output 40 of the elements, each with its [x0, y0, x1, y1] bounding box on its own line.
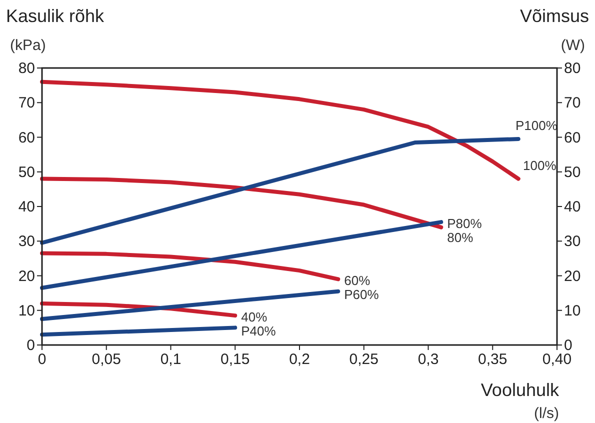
- y-tick-label: 10: [18, 302, 35, 320]
- y-tick-label: 40: [18, 198, 35, 216]
- series-label: P100%: [516, 118, 558, 133]
- series-label: P60%: [344, 287, 380, 302]
- y2-tick-label: 50: [564, 164, 581, 181]
- y-tick-label: 20: [18, 268, 35, 285]
- y-axis-title: Kasulik rõhk (kPa): [6, 6, 106, 54]
- series-label: 80%: [447, 230, 474, 246]
- y2-tick-label: 10: [564, 302, 581, 320]
- x-tick-label: 0,05: [92, 351, 121, 368]
- series-label: 60%: [344, 273, 371, 288]
- series-label: P40%: [241, 324, 276, 339]
- x-axis-title: Vooluhulk (l/s): [480, 380, 560, 422]
- y-tick-label: 60: [18, 129, 35, 146]
- x-tick-label: 0,1: [160, 351, 182, 368]
- x-tick-label: 0,3: [418, 351, 439, 368]
- series-label: 100%: [523, 158, 557, 173]
- y2-tick-label: 70: [564, 94, 581, 112]
- y2-tick-label: 0: [564, 337, 572, 354]
- x-tick-label: 0,35: [478, 351, 508, 368]
- y-tick-label: 80: [18, 60, 35, 77]
- y2-tick-label: 30: [564, 233, 581, 250]
- x-tick-label: 0,40: [542, 351, 572, 368]
- line-series: [40, 176, 444, 230]
- y-tick-label: 30: [18, 233, 35, 250]
- y-tick-label: 50: [18, 164, 35, 181]
- line-series: [40, 251, 340, 282]
- y2-tick-label: 80: [564, 60, 581, 77]
- y2-tick-label: 20: [564, 268, 581, 285]
- y2-tick-label: 40: [564, 198, 581, 216]
- y-tick-label: 0: [26, 337, 35, 354]
- x-tick-label: 0,15: [220, 351, 250, 368]
- x-tick-label: 0: [38, 351, 46, 368]
- series-label: P80%: [447, 216, 482, 232]
- series-label: 40%: [241, 310, 268, 325]
- y-tick-label: 70: [18, 94, 35, 112]
- y2-tick-label: 60: [564, 129, 581, 146]
- x-tick-label: 0,2: [289, 351, 310, 368]
- y2-axis-title: Võimsus (W): [520, 6, 589, 54]
- x-tick-label: 0,25: [349, 351, 378, 368]
